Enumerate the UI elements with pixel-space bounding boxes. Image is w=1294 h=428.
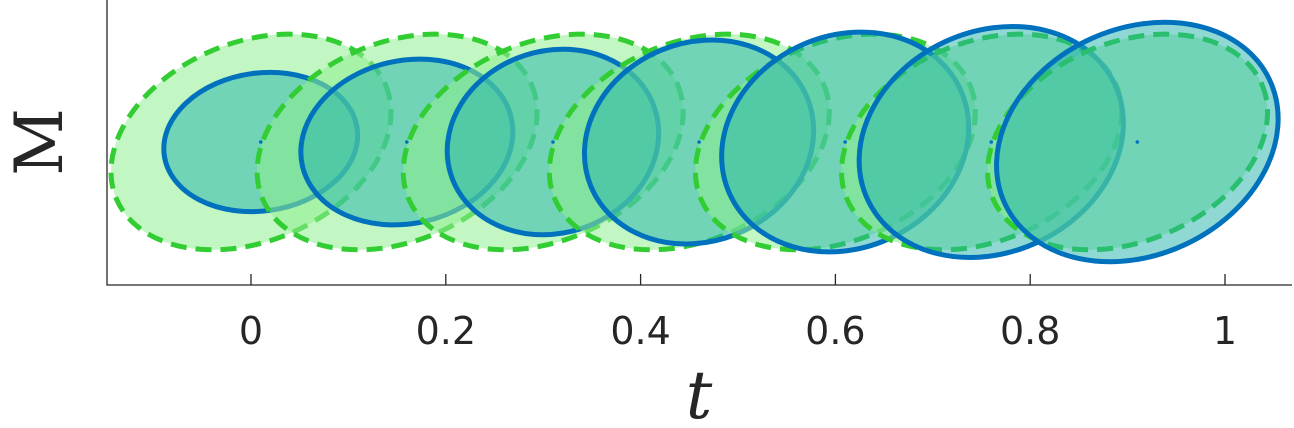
x-axis-title: t xyxy=(686,357,713,428)
x-tick-label: 0 xyxy=(239,309,263,353)
mean-point xyxy=(258,140,263,144)
mean-point xyxy=(1135,140,1140,144)
axis-lines xyxy=(106,0,1292,286)
mean-point xyxy=(405,140,409,144)
mean-point xyxy=(843,140,847,144)
ellipse-layer xyxy=(108,19,1281,265)
x-tick-label: 0.2 xyxy=(416,309,476,353)
mean-point xyxy=(697,140,701,144)
x-tick-label: 0.8 xyxy=(1000,309,1060,353)
mean-point xyxy=(551,140,555,144)
x-tick-label: 1 xyxy=(1213,309,1237,353)
x-tick-layer: 0 0.2 0.4 0.6 0.8 1 xyxy=(239,274,1237,353)
mean-point xyxy=(989,140,994,144)
x-tick-label: 0.6 xyxy=(805,309,865,353)
x-tick-label: 0.4 xyxy=(610,309,670,353)
mean-point-layer xyxy=(258,140,1140,144)
y-axis-title: M xyxy=(1,108,78,176)
